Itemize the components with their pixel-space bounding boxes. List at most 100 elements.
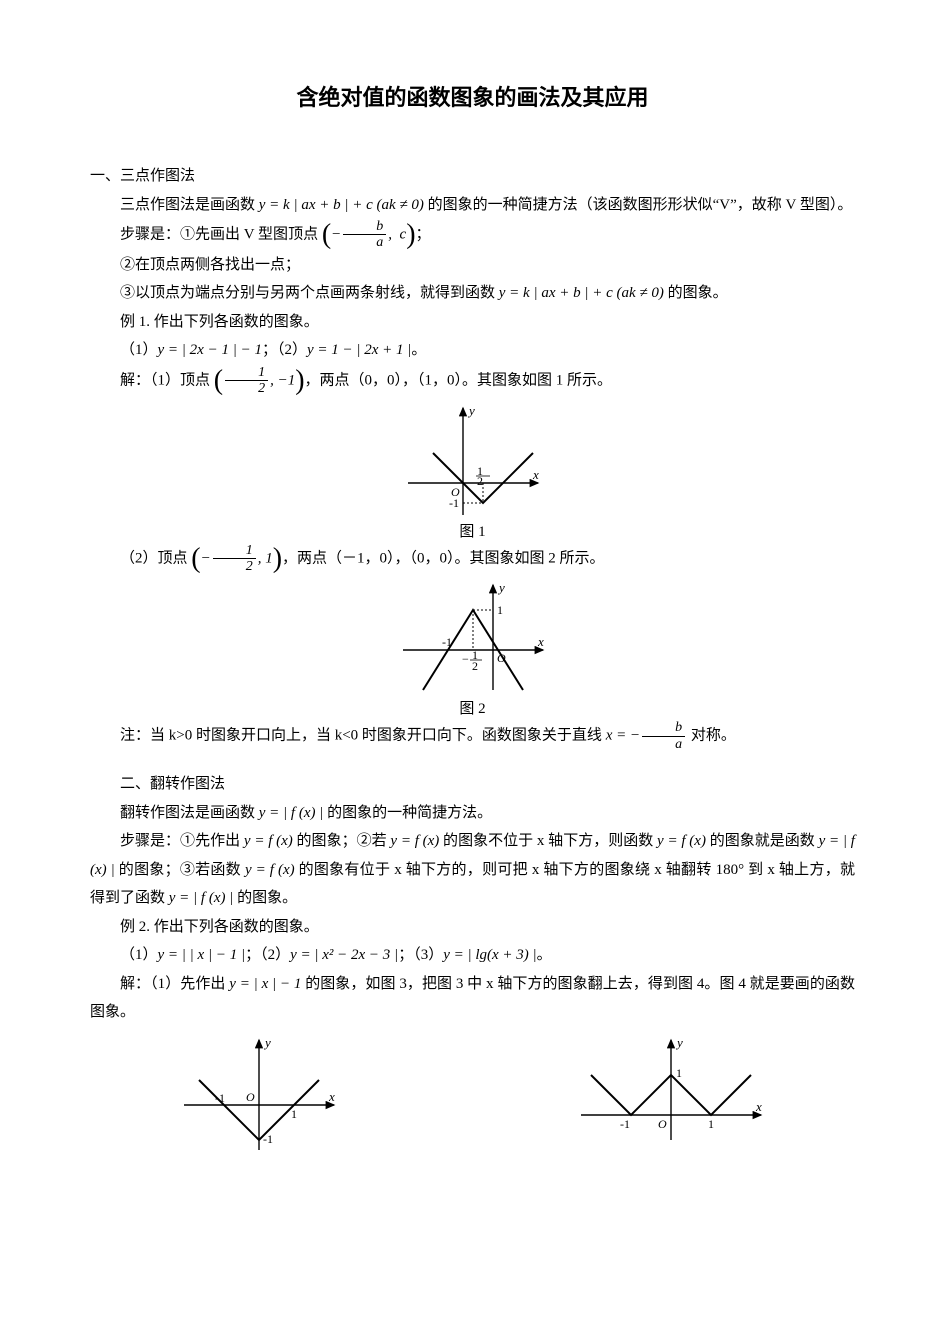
f: y = | | x | − 1 | xyxy=(158,947,246,963)
t: ；（3） xyxy=(398,947,443,963)
tick-neg1-y: -1 xyxy=(263,1132,273,1146)
x-axis-label: x xyxy=(755,1099,762,1114)
figure-2: x y O 1 -1 − 1 2 图 2 xyxy=(90,580,855,718)
y-axis-label: y xyxy=(675,1035,683,1050)
num: 1 xyxy=(213,543,256,559)
tick-1: 1 xyxy=(497,603,503,617)
t: 。 xyxy=(537,947,552,963)
neghalf-den: 2 xyxy=(472,659,478,673)
t: 的图象。 xyxy=(233,890,297,906)
text: ； xyxy=(416,226,431,242)
text: 的图象的一种简捷方法（该函数图形形状似“V”，故称 V 型图）。 xyxy=(424,197,852,213)
text: ③以顶点为端点分别与另两个点画两条射线，就得到函数 xyxy=(120,285,499,301)
t: ；（2） xyxy=(245,947,290,963)
formula: y = | f (x) | xyxy=(259,805,324,821)
t: 解：（1）先作出 xyxy=(120,976,229,992)
f: y = | lg(x + 3) | xyxy=(443,947,536,963)
page-title: 含绝对值的函数图象的画法及其应用 xyxy=(90,80,855,112)
text: 的图象。 xyxy=(664,285,728,301)
f: y = f (x) xyxy=(245,862,295,878)
formula: y = k | ax + b | + c (ak ≠ 0) xyxy=(259,197,424,213)
origin-label: O xyxy=(658,1117,667,1131)
sec2-heading: 二、翻转作图法 xyxy=(90,770,855,799)
origin-label: O xyxy=(246,1090,255,1104)
solution1-1: 解：（1）顶点 (12, −1)，两点（0，0），（1，0）。其图象如图 1 所… xyxy=(90,365,855,397)
num: b xyxy=(343,219,386,235)
text: 。 xyxy=(411,342,426,358)
figures-3-4: x y O 1 -1 -1 x y O 1 -1 1 xyxy=(90,1035,855,1155)
formula: y = 1 − | 2x + 1 | xyxy=(307,342,411,358)
text: 对称。 xyxy=(687,728,736,744)
eq: x = − xyxy=(606,728,640,744)
figure-1: x y O 1 2 -1 图 1 xyxy=(90,403,855,541)
tick-half-den: 2 xyxy=(477,474,483,488)
solution2-1: 解：（1）先作出 y = | x | − 1 的图象，如图 3，把图 3 中 x… xyxy=(90,970,855,1027)
text: ，两点（0，0），（1，0）。其图象如图 1 所示。 xyxy=(305,372,613,388)
y-axis-label: y xyxy=(467,403,475,418)
svg-text:−: − xyxy=(462,652,469,666)
text: ，两点（－1，0），（0，0）。其图象如图 2 所示。 xyxy=(282,550,605,566)
t: 的图象就是函数 xyxy=(706,833,819,849)
tick-1: 1 xyxy=(708,1117,714,1131)
t: 的图象；②若 xyxy=(293,833,391,849)
sec2-steps: 步骤是：①先作出 y = f (x) 的图象；②若 y = f (x) 的图象不… xyxy=(90,827,855,913)
sec1-heading: 一、三点作图法 xyxy=(90,162,855,191)
f: y = f (x) xyxy=(244,833,293,849)
text: 三点作图法是画函数 xyxy=(120,197,259,213)
sec1-step1: 步骤是：①先画出 V 型图顶点 (−ba, c)； xyxy=(90,219,855,251)
tick-neg1: -1 xyxy=(442,635,452,649)
sec1-step2: ②在顶点两侧各找出一点； xyxy=(90,251,855,280)
den: a xyxy=(642,737,685,752)
example1-items: （1）y = | 2x − 1 | − 1；（2）y = 1 − | 2x + … xyxy=(90,336,855,365)
sec1-step3: ③以顶点为端点分别与另两个点画两条射线，就得到函数 y = k | ax + b… xyxy=(90,279,855,308)
example2-label: 例 2. 作出下列各函数的图象。 xyxy=(90,913,855,942)
figure-2-caption: 图 2 xyxy=(90,697,855,718)
num: 1 xyxy=(225,365,268,381)
x-axis-label: x xyxy=(537,634,544,649)
val: −1 xyxy=(278,372,296,388)
example1-label: 例 1. 作出下列各函数的图象。 xyxy=(90,308,855,337)
x-axis-label: x xyxy=(532,467,539,482)
t: 的图象不位于 x 轴下方，则函数 xyxy=(439,833,657,849)
figure-2-svg: x y O 1 -1 − 1 2 xyxy=(398,580,548,695)
den: 2 xyxy=(225,381,268,396)
x-axis-label: x xyxy=(328,1089,335,1104)
f: y = f (x) xyxy=(657,833,706,849)
f: y = | x | − 1 xyxy=(229,976,301,992)
example2-items: （1）y = | | x | − 1 |；（2）y = | x² − 2x − … xyxy=(90,941,855,970)
text: 翻转作图法是画函数 xyxy=(120,805,259,821)
origin-label: O xyxy=(497,651,506,665)
text: （2）顶点 xyxy=(120,550,188,566)
num: b xyxy=(642,720,685,736)
text: 步骤是：①先画出 V 型图顶点 xyxy=(120,226,318,242)
sec2-intro: 翻转作图法是画函数 y = | f (x) | 的图象的一种简捷方法。 xyxy=(90,799,855,828)
sec1-note: 注：当 k>0 时图象开口向上，当 k<0 时图象开口向下。函数图象关于直线 x… xyxy=(90,720,855,752)
t: （1） xyxy=(120,947,158,963)
f: y = f (x) xyxy=(390,833,439,849)
figure-4-svg: x y O 1 -1 1 xyxy=(576,1035,766,1145)
formula: y = | 2x − 1 | − 1 xyxy=(158,342,262,358)
tick-neg1: -1 xyxy=(215,1091,225,1105)
tick-1: 1 xyxy=(291,1107,297,1121)
text: 的图象的一种简捷方法。 xyxy=(323,805,492,821)
den: a xyxy=(343,235,386,250)
t: 的图象；③若函数 xyxy=(115,862,245,878)
figure-1-caption: 图 1 xyxy=(90,520,855,541)
formula: y = k | ax + b | + c (ak ≠ 0) xyxy=(499,285,664,301)
tick-neg1: -1 xyxy=(620,1117,630,1131)
solution1-2: （2）顶点 (−12, 1)，两点（－1，0），（0，0）。其图象如图 2 所示… xyxy=(90,543,855,575)
den: 2 xyxy=(213,559,256,574)
t: 步骤是：①先作出 xyxy=(120,833,244,849)
text: 注：当 k>0 时图象开口向上，当 k<0 时图象开口向下。函数图象关于直线 xyxy=(120,728,606,744)
sec1-intro: 三点作图法是画函数 y = k | ax + b | + c (ak ≠ 0) … xyxy=(90,191,855,220)
text: 解：（1）顶点 xyxy=(120,372,210,388)
text: （1） xyxy=(120,342,158,358)
y-axis-label: y xyxy=(263,1035,271,1050)
figure-3-svg: x y O 1 -1 -1 xyxy=(179,1035,339,1155)
text: ；（2） xyxy=(262,342,307,358)
figure-1-svg: x y O 1 2 -1 xyxy=(403,403,543,518)
tick-y1: 1 xyxy=(676,1066,682,1080)
val: 1 xyxy=(265,550,273,566)
f: y = | x² − 2x − 3 | xyxy=(290,947,398,963)
f: y = | f (x) | xyxy=(169,890,234,906)
